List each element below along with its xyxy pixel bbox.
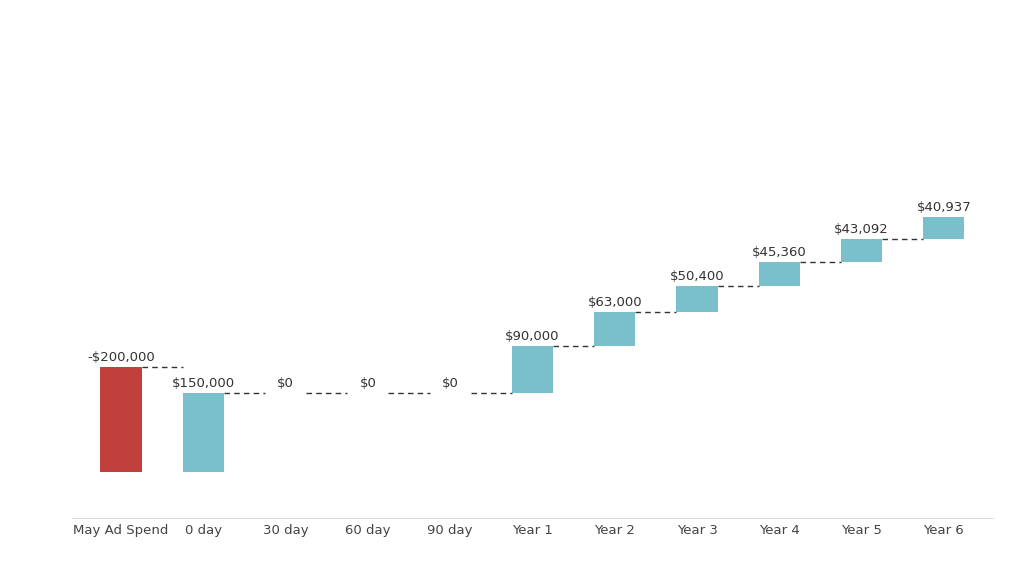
Text: $45,360: $45,360 <box>752 245 807 259</box>
Text: Subscriber Cohort LTV Forecast: Subscriber Cohort LTV Forecast <box>144 51 880 93</box>
Bar <box>594 312 635 346</box>
Bar <box>677 286 718 312</box>
Text: $43,092: $43,092 <box>835 223 889 236</box>
Text: $150,000: $150,000 <box>172 377 234 390</box>
Bar <box>759 262 800 286</box>
Text: $63,000: $63,000 <box>588 296 642 309</box>
Text: $0: $0 <box>278 377 294 390</box>
Text: $0: $0 <box>441 377 459 390</box>
Bar <box>841 239 883 262</box>
Text: $50,400: $50,400 <box>670 270 724 283</box>
Text: $0: $0 <box>359 377 377 390</box>
Bar <box>100 367 141 472</box>
Text: $40,937: $40,937 <box>916 201 972 214</box>
Bar <box>182 393 224 472</box>
Text: -$200,000: -$200,000 <box>87 351 155 363</box>
Text: $90,000: $90,000 <box>505 329 560 343</box>
Bar <box>512 346 553 393</box>
Bar <box>924 217 965 239</box>
